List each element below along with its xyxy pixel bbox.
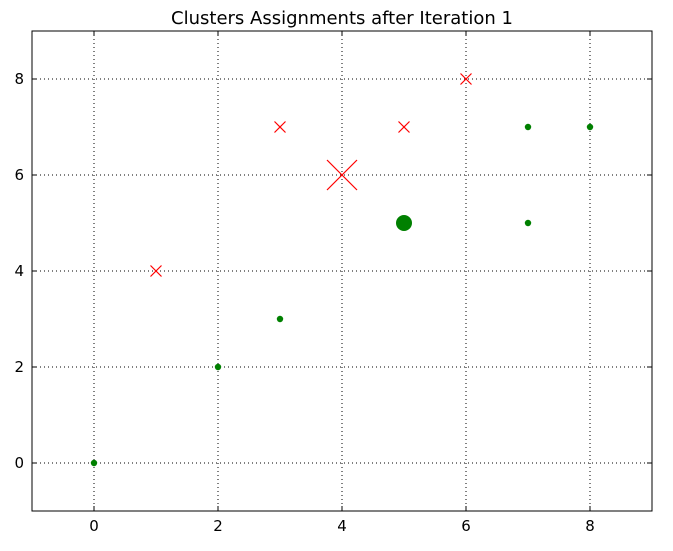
grid-layer <box>32 31 652 511</box>
cross-stroke <box>326 159 358 191</box>
dot-marker <box>90 459 98 467</box>
cross-marker <box>150 265 162 277</box>
cross-marker <box>460 73 472 85</box>
y-tick-label: 2 <box>14 358 24 376</box>
x-tick-label: 4 <box>337 517 347 535</box>
y-tick-label: 8 <box>14 70 24 88</box>
cross-stroke <box>274 121 286 133</box>
ticks-layer: 0 2 4 6 8 0 2 4 6 8 <box>14 31 652 535</box>
cross-marker <box>398 121 410 133</box>
dot-marker <box>276 315 284 323</box>
x-tick-label: 0 <box>89 517 99 535</box>
centroid-dot-marker <box>396 215 412 231</box>
dot-marker <box>524 123 532 131</box>
dot-marker <box>586 123 594 131</box>
marks-layer <box>90 73 594 467</box>
cross-stroke <box>398 121 410 133</box>
cross-stroke <box>150 265 162 277</box>
cross-stroke <box>460 73 472 85</box>
x-tick-label: 2 <box>213 517 223 535</box>
y-tick-label: 6 <box>14 166 24 184</box>
centroid-cross-marker <box>326 159 358 191</box>
y-tick-label: 0 <box>14 454 24 472</box>
cross-marker <box>274 121 286 133</box>
x-tick-label: 8 <box>585 517 595 535</box>
dot-marker <box>524 219 532 227</box>
dot-marker <box>214 363 222 371</box>
x-tick-label: 6 <box>461 517 471 535</box>
chart-title: Clusters Assignments after Iteration 1 <box>171 8 513 29</box>
y-tick-label: 4 <box>14 262 24 280</box>
